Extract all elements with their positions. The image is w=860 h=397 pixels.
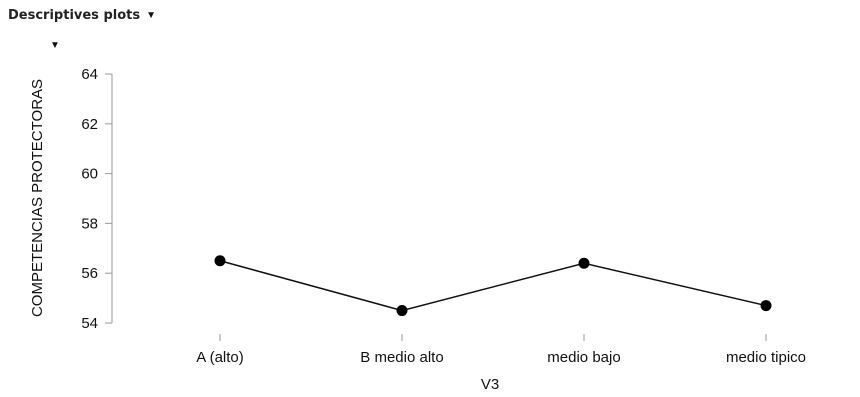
section-title: Descriptives plots — [8, 8, 141, 23]
data-point — [214, 255, 226, 267]
data-point — [578, 257, 590, 269]
x-axis: A (alto) B medio alto medio bajo medio tipi… — [196, 334, 806, 366]
y-tick-label: 64 — [81, 66, 98, 83]
y-axis-title: COMPETENCIAS PROTECTORAS — [29, 79, 46, 317]
x-tick-label: A (alto) — [196, 349, 244, 366]
caret-down-icon[interactable]: ▼ — [50, 40, 60, 51]
x-tick-label: B medio alto — [360, 349, 443, 366]
plot-header: Descriptives plots ▼ — [8, 8, 156, 23]
y-tick-label: 54 — [81, 315, 98, 332]
series-group — [214, 255, 772, 317]
x-tick-label: medio bajo — [547, 349, 620, 366]
y-tick-label: 60 — [81, 166, 98, 183]
series-line — [219, 260, 767, 312]
x-axis-title: V3 — [481, 376, 499, 393]
y-tick-label: 58 — [81, 215, 98, 232]
data-point — [396, 305, 408, 317]
data-point — [760, 300, 772, 312]
caret-down-icon[interactable]: ▼ — [146, 9, 157, 21]
x-tick-label: medio tipico — [726, 349, 806, 366]
y-axis: 54 56 58 60 62 64 — [81, 66, 113, 332]
y-tick-label: 56 — [81, 265, 98, 282]
y-tick-label: 62 — [81, 116, 98, 133]
